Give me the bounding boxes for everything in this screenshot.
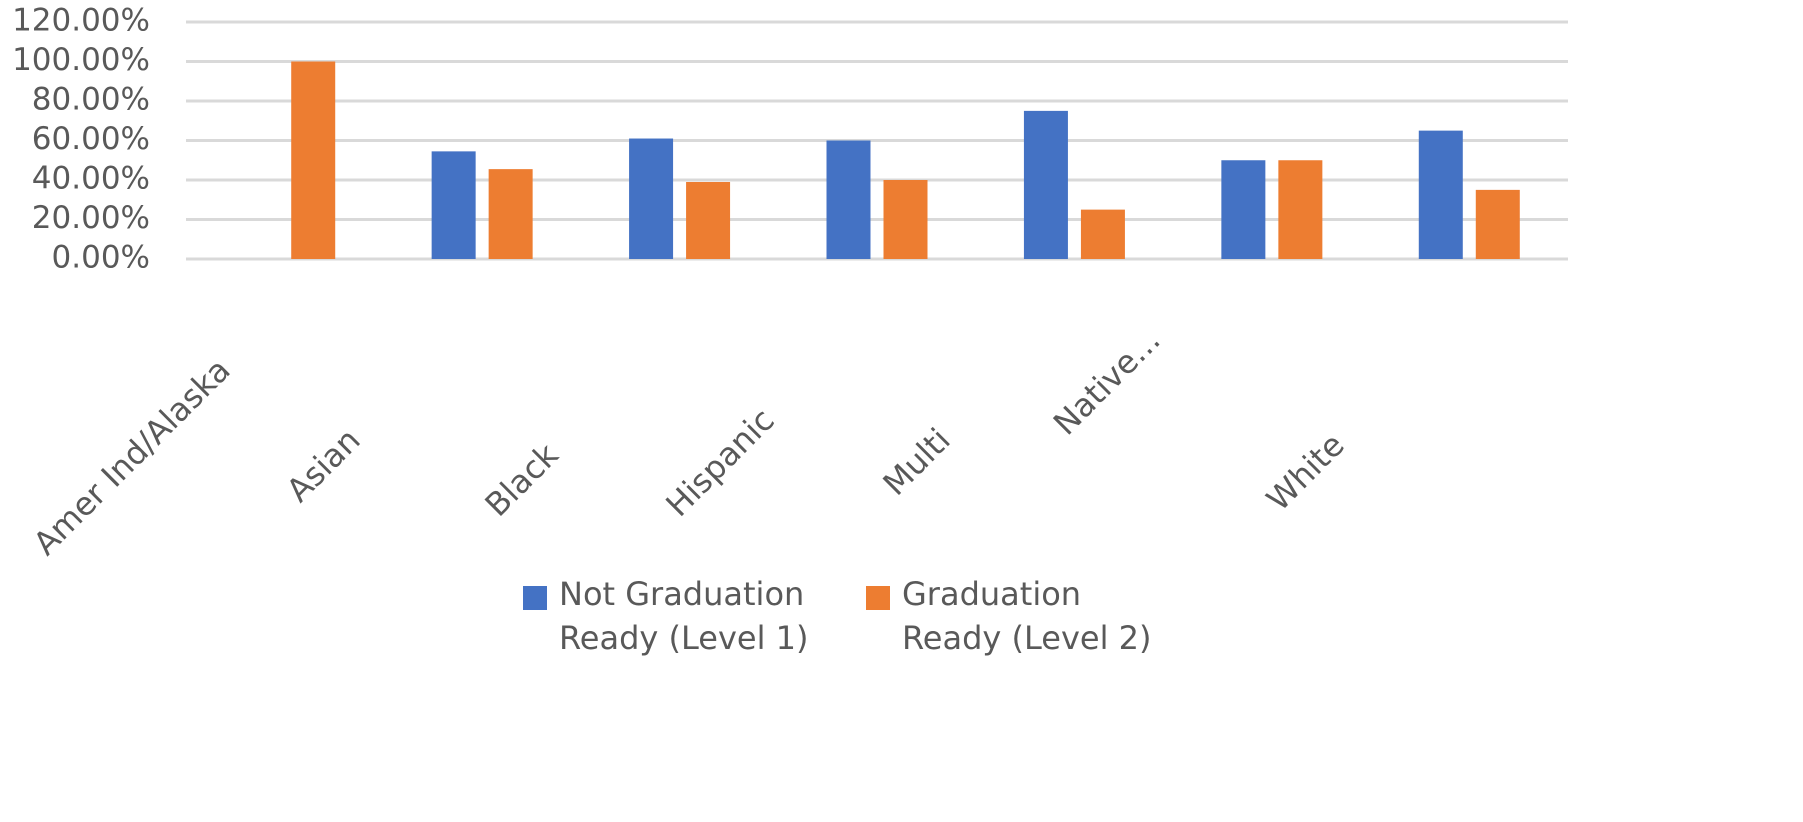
bar — [1475, 189, 1520, 259]
x-tick-label: Black — [478, 435, 566, 523]
bar — [431, 151, 476, 259]
legend-item: Graduation Ready (Level 2) — [866, 572, 1172, 660]
bar — [488, 169, 533, 259]
legend-swatch — [523, 586, 547, 610]
bar — [291, 61, 336, 259]
bar — [1418, 130, 1463, 259]
bar — [883, 180, 928, 259]
y-tick-label: 100.00% — [12, 42, 150, 78]
bar — [629, 138, 674, 259]
legend-item: Not Graduation Ready (Level 1) — [523, 572, 829, 660]
bar — [1221, 160, 1266, 259]
bar — [1278, 160, 1323, 259]
legend-label: Not Graduation Ready (Level 1) — [559, 575, 809, 657]
y-tick-label: 20.00% — [32, 200, 150, 236]
x-tick-label: Native... — [1046, 321, 1168, 443]
x-tick-label: Hispanic — [658, 401, 781, 524]
bar — [686, 181, 731, 259]
y-tick-label: 120.00% — [12, 3, 150, 39]
x-tick-label: White — [1259, 426, 1352, 519]
bar — [1080, 209, 1125, 259]
bar — [826, 140, 871, 259]
legend-label: Graduation Ready (Level 2) — [902, 575, 1152, 657]
x-tick-label: Asian — [279, 421, 368, 510]
y-tick-label: 40.00% — [32, 161, 150, 197]
x-tick-label: Multi — [875, 421, 957, 503]
bar — [1023, 110, 1068, 259]
y-tick-label: 0.00% — [52, 240, 150, 276]
y-tick-label: 60.00% — [32, 121, 150, 157]
y-tick-label: 80.00% — [32, 82, 150, 118]
legend-swatch — [866, 586, 890, 610]
x-tick-label: Amer Ind/Alaska — [26, 351, 238, 563]
